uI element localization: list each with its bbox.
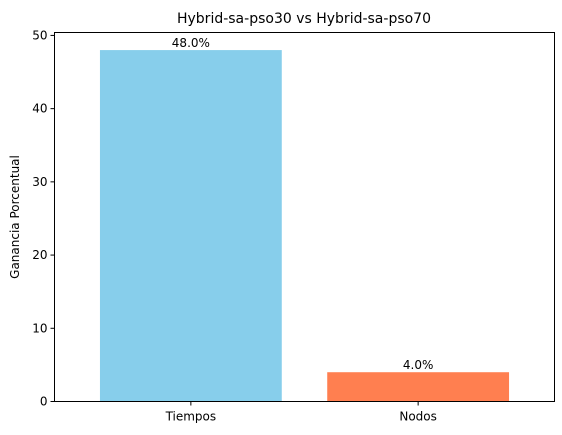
y-axis-label: Ganancia Porcentual [8,155,22,279]
bars-group: 48.0% 4.0% [99,36,510,402]
bar-value-label: 48.0% [172,36,210,50]
x-axis: Tiempos Nodos [165,401,437,424]
chart-title: Hybrid-sa-pso30 vs Hybrid-sa-pso70 [177,11,431,27]
y-tick-label: 30 [32,175,47,189]
plot-frame [54,32,555,402]
bar-tiempos [99,50,282,402]
bar-nodos [327,372,510,402]
x-tick-label: Nodos [399,410,437,424]
y-tick-label: 0 [40,395,48,409]
y-tick-label: 50 [32,28,47,42]
y-tick-label: 20 [32,248,47,262]
y-tick-label: 40 [32,102,47,116]
y-axis: 0 10 20 30 40 50 [32,28,55,409]
y-tick-label: 10 [32,321,47,335]
bar-value-label: 4.0% [403,358,434,372]
x-tick-label: Tiempos [165,410,217,424]
